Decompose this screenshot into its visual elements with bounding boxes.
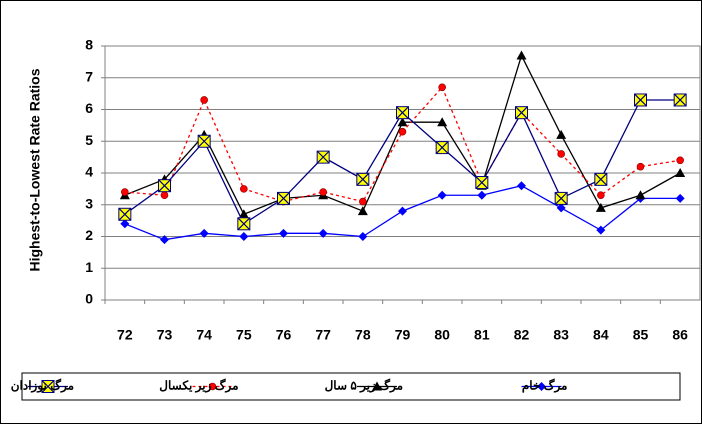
marker bbox=[121, 188, 129, 196]
y-tick-label: 1 bbox=[85, 259, 93, 275]
marker bbox=[239, 232, 249, 241]
marker bbox=[596, 225, 606, 235]
marker bbox=[160, 235, 169, 245]
marker bbox=[318, 228, 328, 238]
marker bbox=[477, 190, 487, 200]
y-axis-title: Highest-to-Lowest Rate Ratios bbox=[27, 68, 43, 271]
legend: مرگ نوزادان مرگ زیر یکسال مرگ زیر ۵ سال مرگ… bbox=[11, 378, 568, 394]
marker-cross bbox=[634, 93, 647, 107]
x-tick-label: 80 bbox=[434, 327, 450, 343]
marker bbox=[438, 83, 446, 92]
marker bbox=[516, 50, 527, 60]
legend-label: مرگ زیر ۵ سال bbox=[325, 378, 403, 394]
marker-cross bbox=[356, 172, 370, 186]
marker-cross bbox=[554, 191, 568, 205]
marker bbox=[437, 190, 447, 200]
marker bbox=[357, 206, 368, 216]
x-tick-label: 76 bbox=[276, 327, 292, 343]
x-tick-label: 85 bbox=[633, 327, 649, 343]
legend-box bbox=[21, 372, 681, 401]
marker bbox=[595, 202, 606, 212]
y-tick-label: 0 bbox=[85, 291, 93, 307]
x-tick-label: 72 bbox=[117, 327, 133, 343]
marker bbox=[319, 188, 327, 196]
legend-label: مرگ خام bbox=[522, 378, 568, 394]
marker-cross bbox=[515, 106, 528, 120]
marker bbox=[372, 381, 382, 391]
marker bbox=[597, 191, 605, 200]
x-tick-label: 82 bbox=[514, 327, 530, 343]
marker-cross bbox=[396, 106, 409, 120]
y-tick-label: 8 bbox=[85, 37, 93, 53]
marker bbox=[537, 382, 546, 391]
y-tick-label: 2 bbox=[85, 227, 93, 243]
marker-cross bbox=[435, 141, 449, 155]
legend-label: مرگ نوزادان bbox=[11, 378, 74, 394]
x-tick-label: 81 bbox=[474, 327, 490, 343]
marker-cross bbox=[41, 380, 55, 393]
marker bbox=[517, 181, 526, 191]
marker bbox=[200, 96, 208, 104]
marker bbox=[676, 156, 684, 165]
marker bbox=[398, 127, 407, 136]
y-tick-label: 7 bbox=[85, 68, 93, 84]
marker bbox=[240, 185, 248, 193]
x-tick-label: 77 bbox=[315, 327, 331, 343]
marker-cross bbox=[594, 172, 608, 186]
x-tick-label: 83 bbox=[553, 327, 569, 343]
marker bbox=[636, 162, 645, 171]
y-tick-label: 5 bbox=[85, 132, 93, 148]
marker bbox=[556, 129, 567, 139]
marker bbox=[120, 219, 130, 229]
marker bbox=[359, 197, 367, 206]
x-tick-label: 78 bbox=[355, 327, 371, 343]
marker bbox=[675, 193, 685, 203]
marker bbox=[279, 228, 288, 238]
x-tick-label: 73 bbox=[157, 327, 173, 343]
y-tick-label: 4 bbox=[85, 164, 93, 180]
marker bbox=[397, 117, 408, 127]
marker bbox=[635, 190, 646, 200]
marker-cross bbox=[316, 150, 330, 164]
x-tick-label: 79 bbox=[395, 327, 411, 343]
marker bbox=[238, 209, 249, 219]
marker bbox=[437, 117, 448, 127]
marker-cross bbox=[237, 217, 251, 231]
series-line bbox=[124, 86, 681, 203]
x-tick-label: 75 bbox=[236, 327, 252, 343]
marker-cross bbox=[118, 207, 132, 221]
marker bbox=[398, 206, 407, 216]
y-tick-label: 6 bbox=[85, 100, 93, 116]
x-tick-label: 86 bbox=[672, 327, 688, 343]
y-tick-label: 3 bbox=[85, 195, 93, 211]
marker bbox=[199, 228, 209, 238]
marker bbox=[160, 191, 169, 200]
marker-cross bbox=[158, 179, 171, 193]
marker bbox=[208, 382, 217, 391]
marker bbox=[556, 203, 566, 213]
marker bbox=[358, 232, 368, 241]
marker bbox=[557, 150, 565, 158]
x-tick-label: 84 bbox=[593, 327, 609, 343]
x-tick-label: 74 bbox=[196, 327, 212, 343]
legend-label: مرگ زیر یکسال bbox=[159, 378, 238, 394]
marker-cross bbox=[277, 191, 290, 205]
marker-cross bbox=[197, 134, 211, 148]
marker bbox=[675, 168, 686, 177]
marker-cross bbox=[475, 176, 489, 189]
marker-cross bbox=[673, 93, 687, 107]
